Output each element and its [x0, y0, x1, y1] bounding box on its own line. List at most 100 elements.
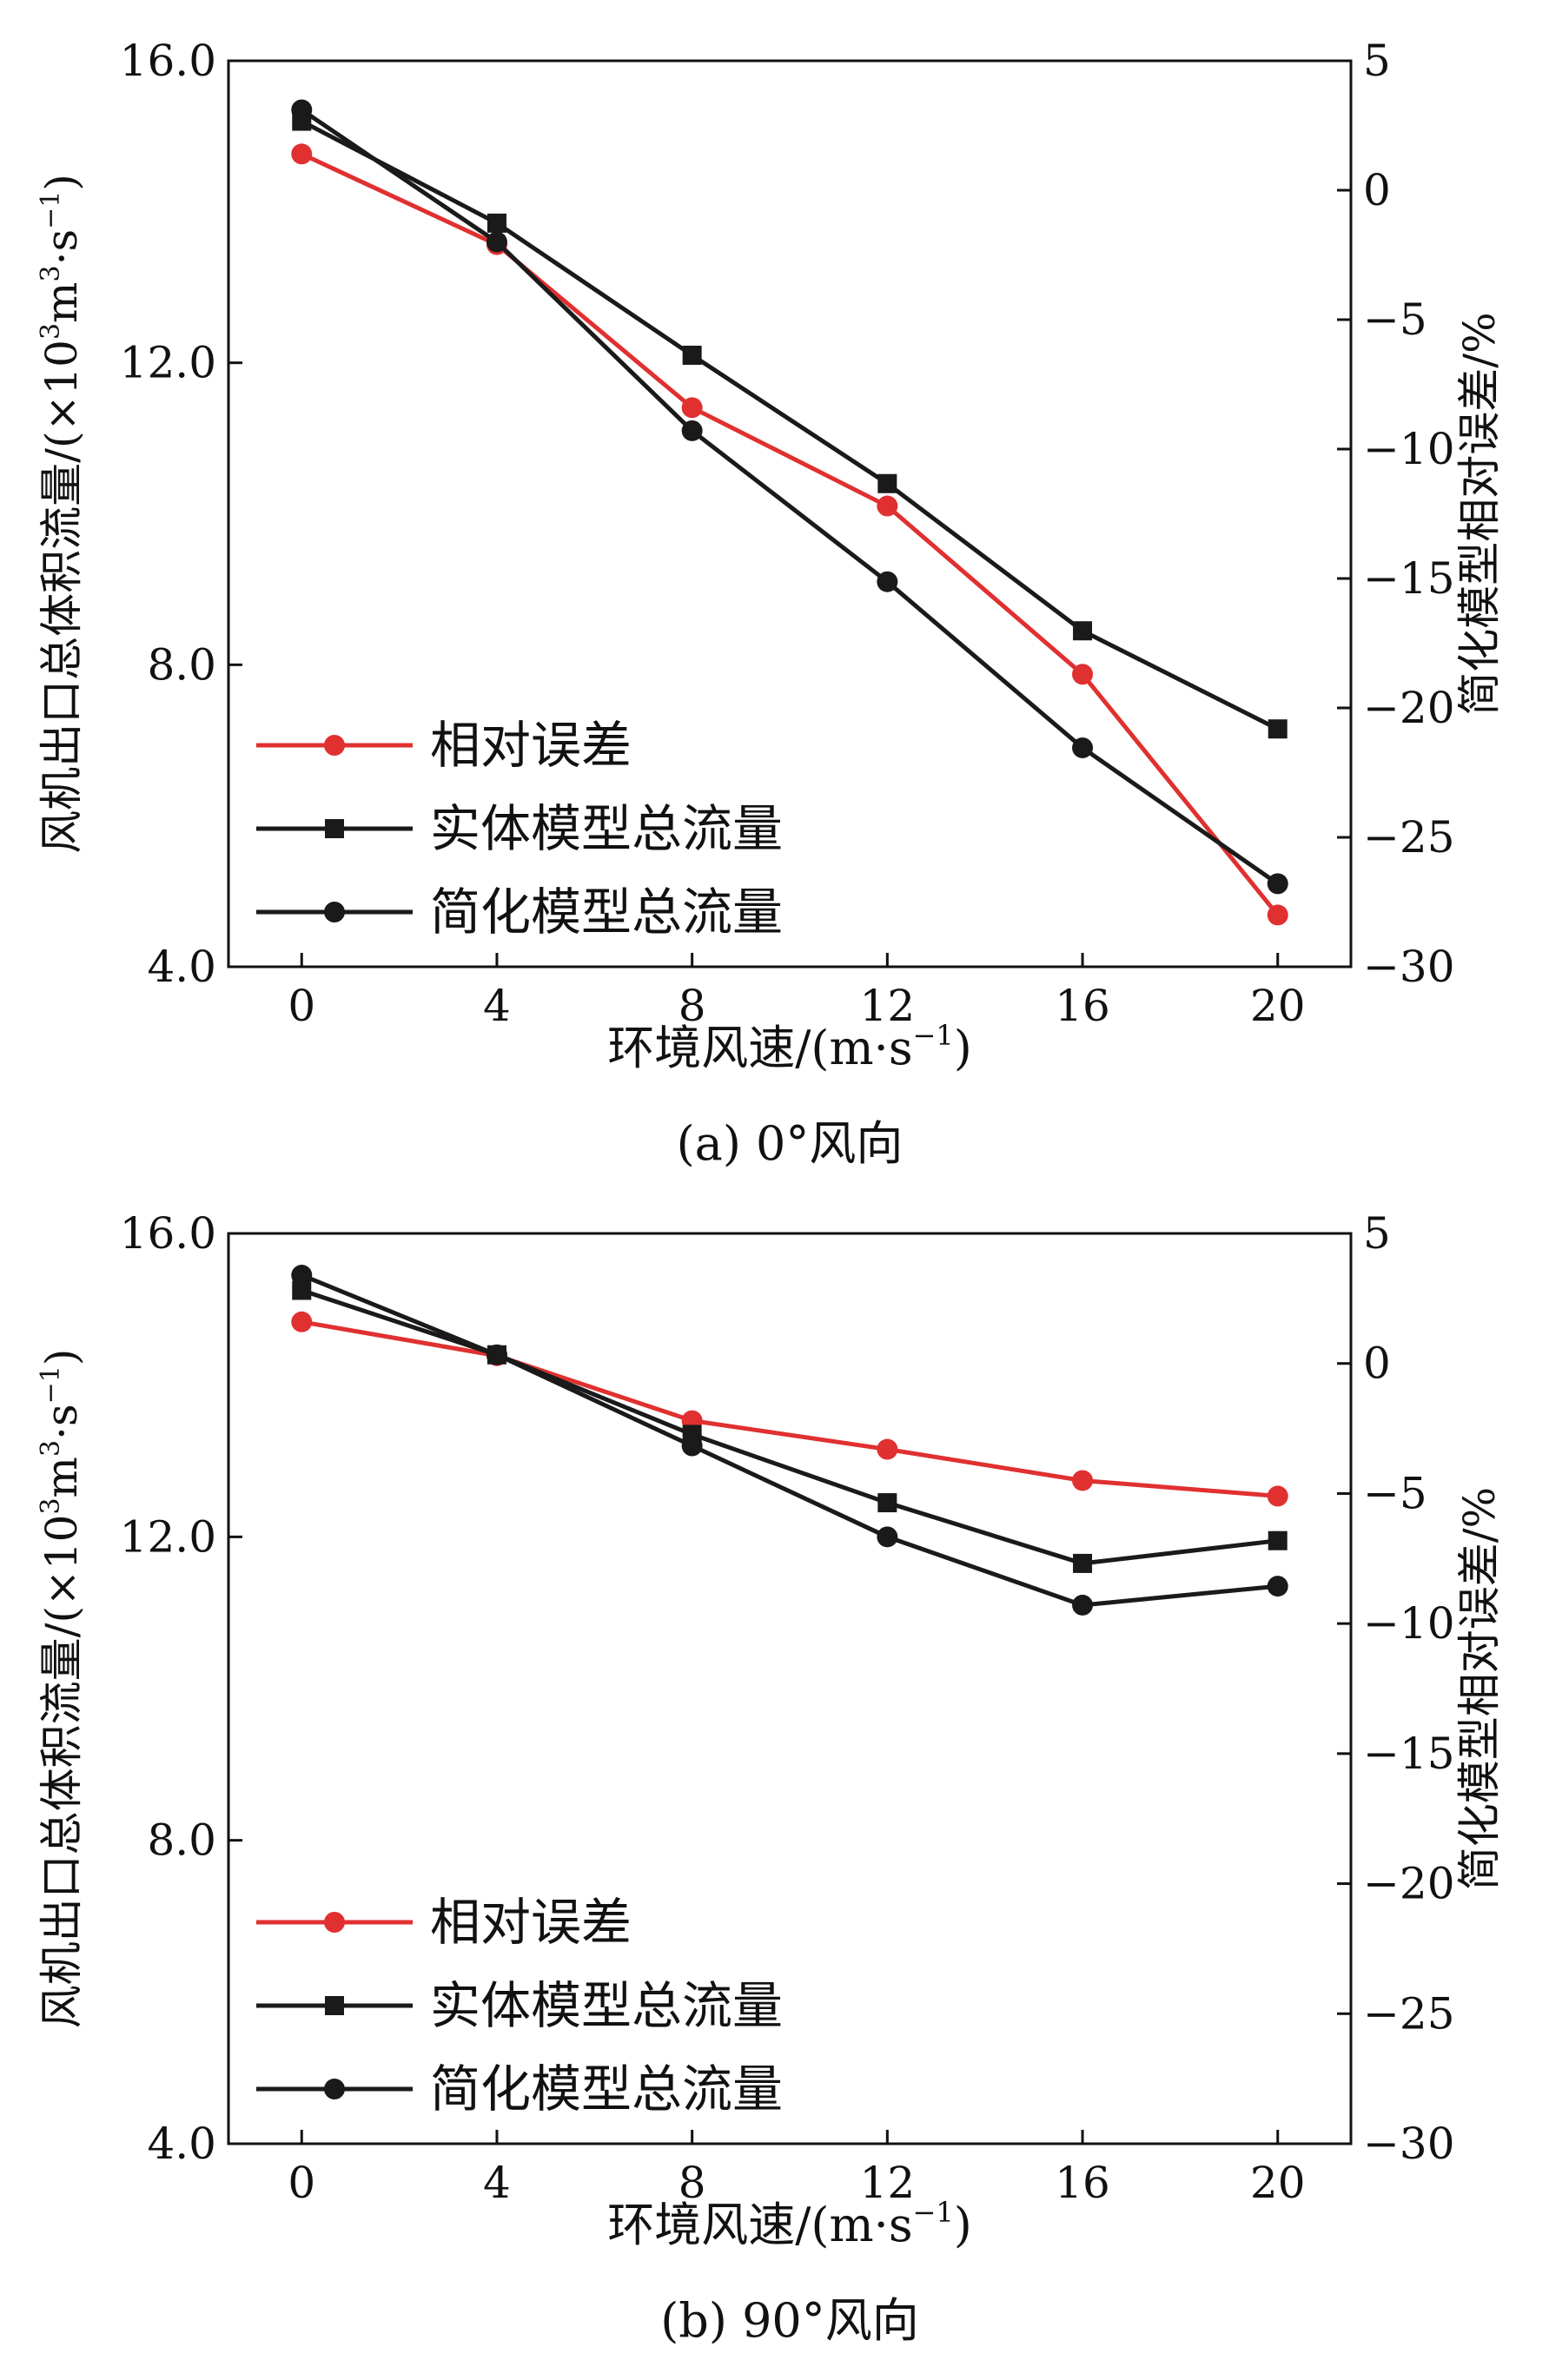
series-line: [301, 1319, 1278, 1498]
data-point-square: [877, 473, 897, 493]
y-axis-label: 风机出口总体积流量/(×103m3·s−1): [36, 174, 87, 854]
y2-tick-label: 5: [1363, 36, 1391, 86]
data-point-circle: [877, 571, 898, 592]
legend-label: 相对误差: [430, 1893, 632, 1952]
data-point-circle: [681, 1435, 703, 1457]
data-point-square: [1268, 719, 1288, 739]
y2-tick-label: −15: [1363, 553, 1455, 604]
data-point-circle: [1072, 664, 1094, 685]
y2-tick-label: −20: [1363, 1859, 1455, 1909]
series-line: [301, 1288, 1279, 1566]
data-point-square: [1268, 1530, 1288, 1550]
legend-marker-circle: [324, 1912, 345, 1933]
data-point-circle: [486, 1344, 507, 1365]
y2-axis-label: 简化模型相对误差/%: [1454, 312, 1505, 715]
series-0: [291, 1311, 1288, 1507]
y2-tick-label: −15: [1363, 1729, 1455, 1779]
data-point-circle: [681, 420, 703, 441]
y2-tick-label: −5: [1363, 294, 1427, 345]
data-point-circle: [1267, 873, 1288, 895]
data-point-square: [1073, 1553, 1093, 1573]
x-tick-label: 8: [679, 981, 706, 1031]
x-axis-label: 环境风速/(m·s−1): [607, 1019, 972, 1075]
legend-label: 简化模型总流量: [430, 2059, 783, 2119]
y2-tick-label: −10: [1363, 1598, 1455, 1649]
legend-marker-circle: [324, 902, 345, 922]
series-line: [300, 108, 1280, 886]
x-tick-label: 20: [1250, 981, 1306, 1031]
y-tick-label: 12.0: [120, 1511, 216, 1562]
x-tick-label: 4: [483, 2158, 511, 2208]
x-tick-label: 0: [288, 2158, 315, 2208]
y-axis-label: 风机出口总体积流量/(×103m3·s−1): [36, 1349, 87, 2029]
x-tick-label: 12: [860, 981, 916, 1031]
chart-panel-b: 0 4 8 12 16 20 4.0 8.0 12.0 16.0 −30 −25 −20 −15 −10 −5…: [36, 1208, 1505, 2348]
series-line: [301, 119, 1279, 731]
data-point-square: [292, 1280, 312, 1300]
x-tick-label: 12: [860, 2158, 916, 2208]
x-tick-label: 0: [288, 981, 315, 1031]
x-tick-label: 8: [679, 2158, 706, 2208]
x-axis-label: 环境风速/(m·s−1): [607, 2196, 972, 2252]
legend-label: 实体模型总流量: [430, 1976, 783, 2035]
y2-axis-label: 简化模型相对误差/%: [1454, 1487, 1505, 1890]
data-point-circle: [1072, 1470, 1094, 1491]
y2-tick-label: 0: [1363, 165, 1391, 215]
y2-tick-label: −25: [1363, 1988, 1455, 2039]
legend-marker-circle: [324, 735, 345, 756]
data-point-square: [487, 213, 506, 233]
series-2: [291, 1265, 1288, 1616]
legend-label: 实体模型总流量: [430, 799, 783, 858]
data-point-circle: [877, 1526, 898, 1548]
plot-frame: [227, 1232, 1353, 2145]
y2-tick-label: −25: [1363, 812, 1455, 863]
x-tick-label: 4: [483, 981, 511, 1031]
y-tick-label: 4.0: [147, 2119, 216, 2169]
y2-tick-label: 0: [1363, 1339, 1391, 1389]
data-point-circle: [291, 99, 313, 121]
data-point-circle: [1072, 737, 1094, 758]
data-point-circle: [877, 1438, 898, 1460]
y2-tick-label: −5: [1363, 1468, 1427, 1518]
y-tick-label: 4.0: [147, 942, 216, 992]
chart-panel-a: 0 4 8 12 16 20 4.0 8.0 12.0 16.0 −30 −25 −20 −15 −10 −5…: [36, 36, 1505, 1171]
data-point-circle: [1267, 904, 1288, 926]
y2-tick-label: −20: [1363, 683, 1455, 733]
y-tick-label: 12.0: [120, 338, 216, 388]
legend-label: 简化模型总流量: [430, 883, 783, 942]
data-point-square: [877, 1493, 897, 1513]
data-point-square: [682, 345, 702, 365]
x-tick-label: 16: [1055, 2158, 1110, 2208]
legend-label: 相对误差: [430, 716, 632, 775]
data-point-circle: [681, 397, 703, 419]
series-line: [301, 1273, 1278, 1608]
x-tick-label: 20: [1250, 2158, 1306, 2208]
legend-marker-circle: [324, 2079, 345, 2099]
series-line: [301, 152, 1280, 916]
data-point-circle: [1267, 1485, 1288, 1507]
data-point-circle: [291, 1311, 313, 1332]
y2-tick-label: −30: [1363, 942, 1455, 992]
y2-tick-label: −30: [1363, 2119, 1455, 2169]
data-point-square: [1073, 621, 1093, 641]
y2-tick-label: −10: [1363, 424, 1455, 474]
data-point-circle: [877, 495, 898, 517]
data-point-circle: [291, 1265, 313, 1286]
y-tick-label: 8.0: [147, 1815, 216, 1866]
y2-tick-label: 5: [1363, 1208, 1391, 1259]
y-tick-label: 16.0: [120, 36, 216, 86]
series-1: [292, 1280, 1288, 1573]
data-point-circle: [486, 231, 507, 253]
y-tick-label: 8.0: [147, 639, 216, 690]
plot-frame: [227, 59, 1353, 969]
x-tick-label: 16: [1055, 981, 1110, 1031]
y-tick-label: 16.0: [120, 1208, 216, 1259]
data-point-circle: [1072, 1594, 1094, 1616]
panel-caption: (b) 90°风向: [660, 2293, 919, 2348]
panel-caption: (a) 0°风向: [677, 1116, 904, 1171]
legend-marker-square: [325, 819, 344, 838]
series-2: [291, 99, 1288, 895]
